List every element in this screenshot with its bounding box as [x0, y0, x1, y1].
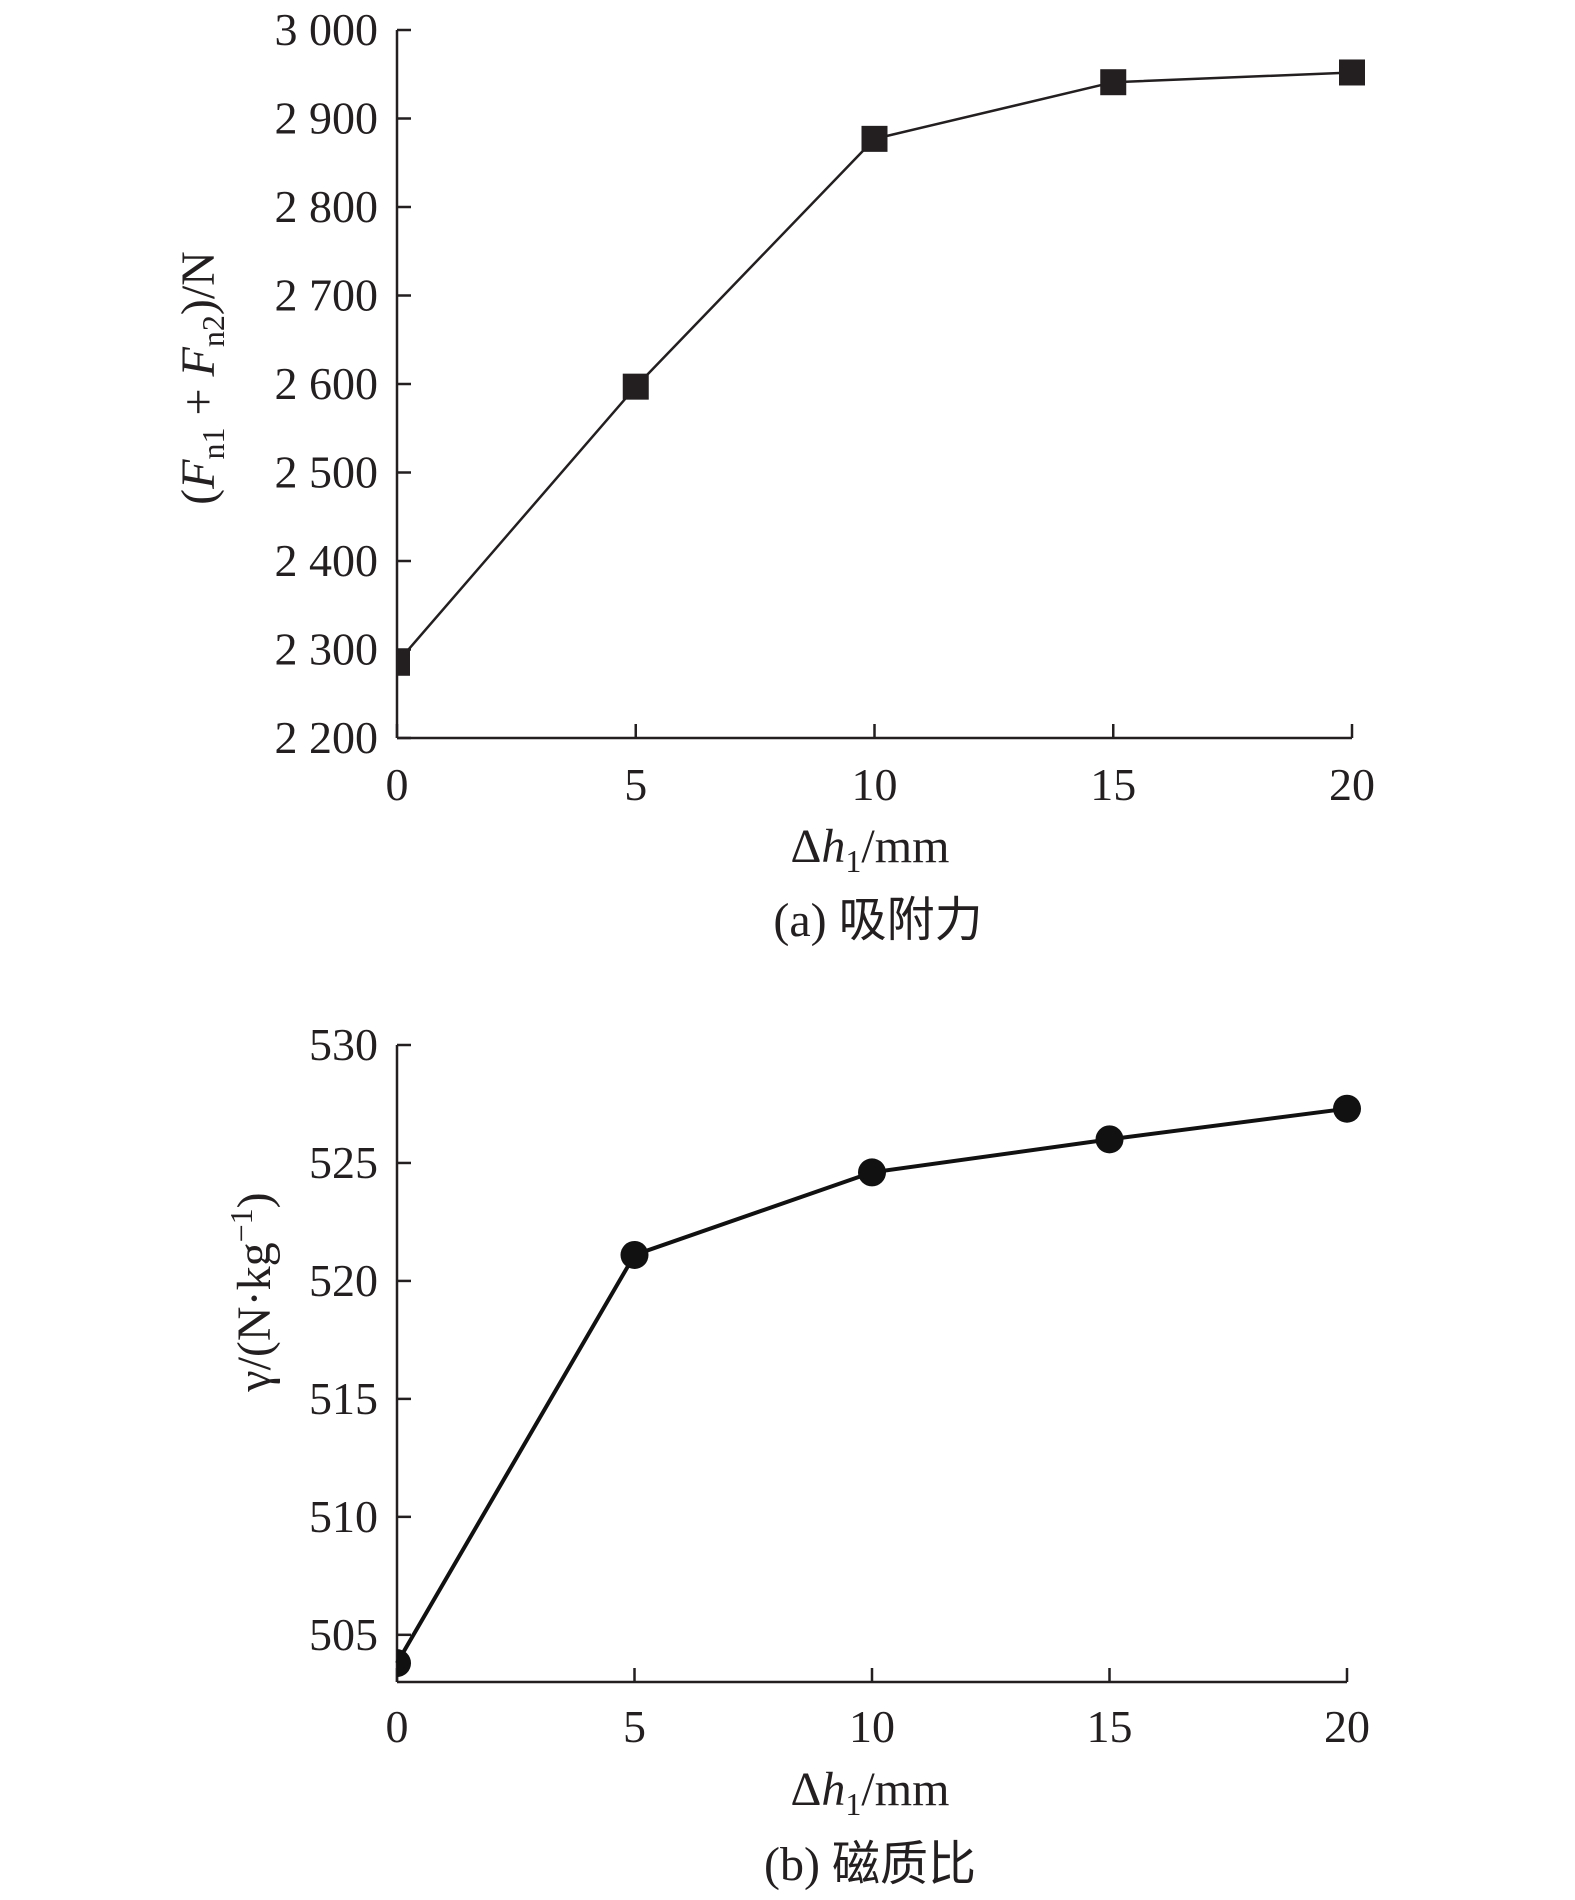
chart-b-y-tick-label: 520: [309, 1255, 378, 1306]
chart-a-x-axis-label: Δh1/mm: [791, 820, 950, 879]
chart-b-data-point: [1095, 1125, 1124, 1154]
chart-b-series: [395, 1094, 1361, 1678]
chart-b-data-point: [1333, 1094, 1361, 1123]
chart-b-y-axis: 505 510 515 520 525 530: [309, 1019, 411, 1682]
chart-a-y-tick-label: 2 800: [275, 181, 379, 232]
chart-a-y-tick-label: 2 700: [275, 270, 379, 321]
chart-a-y-tick-label: 2 600: [275, 358, 379, 409]
chart-a-data-point: [622, 373, 649, 400]
chart-a-data-point: [861, 125, 888, 152]
chart-a-y-label-f1: F: [172, 459, 225, 490]
chart-b-x-tick-label: 10: [849, 1701, 895, 1752]
chart-b-x-label-var: h: [821, 1763, 845, 1816]
chart-a-y-label-f1-sub: n1: [195, 428, 231, 460]
chart-a-y-tick-label: 2 300: [275, 624, 379, 675]
chart-b-x-tick-label: 0: [386, 1701, 409, 1752]
chart-a-x-label-delta: Δ: [791, 820, 822, 873]
chart-b-caption: (b) 磁质比: [764, 1838, 976, 1891]
chart-b-y-tick-label: 515: [309, 1373, 378, 1424]
chart-a-y-label-open: (: [172, 489, 225, 505]
chart-a-y-label-f2-sub: n2: [195, 315, 231, 347]
chart-a-y-tick-label: 2 900: [275, 93, 379, 144]
chart-b-y-tick-label: 530: [309, 1019, 378, 1070]
chart-a-y-label-f2: F: [172, 346, 225, 377]
chart-a-y-tick-label: 2 400: [275, 535, 379, 586]
chart-a-series-line: [396, 71, 1353, 664]
chart-b-data-point: [397, 1649, 411, 1678]
chart-b-y-tick-label: 505: [309, 1609, 378, 1660]
chart-a-x-tick-label: 10: [852, 759, 898, 810]
chart-b-x-tick-label: 5: [623, 1701, 646, 1752]
chart-a-data-point: [397, 649, 410, 676]
chart-b-y-label-sup: −1: [223, 1208, 259, 1242]
chart-b-x-tick-label: 20: [1324, 1701, 1370, 1752]
chart-b-y-label-close: ): [228, 1192, 281, 1208]
chart-a-x-tick-label: 20: [1329, 759, 1375, 810]
chart-b-data-point: [858, 1158, 886, 1187]
chart-b-x-label-delta: Δ: [791, 1763, 822, 1816]
chart-a-y-axis-label: (Fn1 + Fn2)/N: [172, 251, 231, 505]
chart-b-data-point: [620, 1240, 649, 1269]
chart-a-x-label-sub: 1: [845, 843, 861, 879]
chart-a-y-label-plus: +: [172, 376, 225, 427]
chart-a-x-tick-label: 5: [624, 759, 647, 810]
chart-a-x-axis: 0 5 10 15 20: [386, 724, 1375, 810]
chart-a-y-tick-label: 3 000: [275, 4, 379, 55]
chart-b-x-axis: 0 5 10 15 20: [386, 1668, 1370, 1752]
chart-a-y-tick-label: 2 500: [275, 447, 379, 498]
chart-b-series-line: [395, 1106, 1348, 1665]
chart-b-x-tick-label: 15: [1087, 1701, 1133, 1752]
chart-b-x-label-sub: 1: [845, 1786, 861, 1822]
chart-a-data-point: [1100, 69, 1127, 96]
chart-b-y-axis-label: γ/(N·kg−1): [223, 1192, 281, 1392]
chart-b-y-label-text: γ/(N·kg: [228, 1242, 281, 1392]
chart-a-x-label-var: h: [821, 820, 845, 873]
chart-a-y-axis: 2 200 2 300 2 400 2 500 2 600 2 700 2 800 2 900…: [275, 4, 411, 763]
chart-b-x-label-unit: /mm: [861, 1763, 949, 1816]
chart-b-x-axis-label: Δh1/mm: [791, 1763, 950, 1822]
chart-a-x-tick-label: 15: [1090, 759, 1136, 810]
chart-a-x-label-unit: /mm: [861, 820, 949, 873]
chart-a-x-tick-label: 0: [386, 759, 409, 810]
chart-a-y-tick-label: 2 200: [275, 712, 379, 763]
chart-b-y-tick-label: 525: [309, 1137, 378, 1188]
chart-a-y-label-close: )/N: [172, 251, 225, 315]
chart-a-caption: (a) 吸附力: [773, 894, 982, 947]
chart-a: 2 200 2 300 2 400 2 500 2 600 2 700 2 800 2 900…: [172, 4, 1375, 947]
chart-b-y-tick-label: 510: [309, 1491, 378, 1542]
chart-a-series: [396, 59, 1365, 676]
chart-a-data-point: [1339, 59, 1365, 86]
